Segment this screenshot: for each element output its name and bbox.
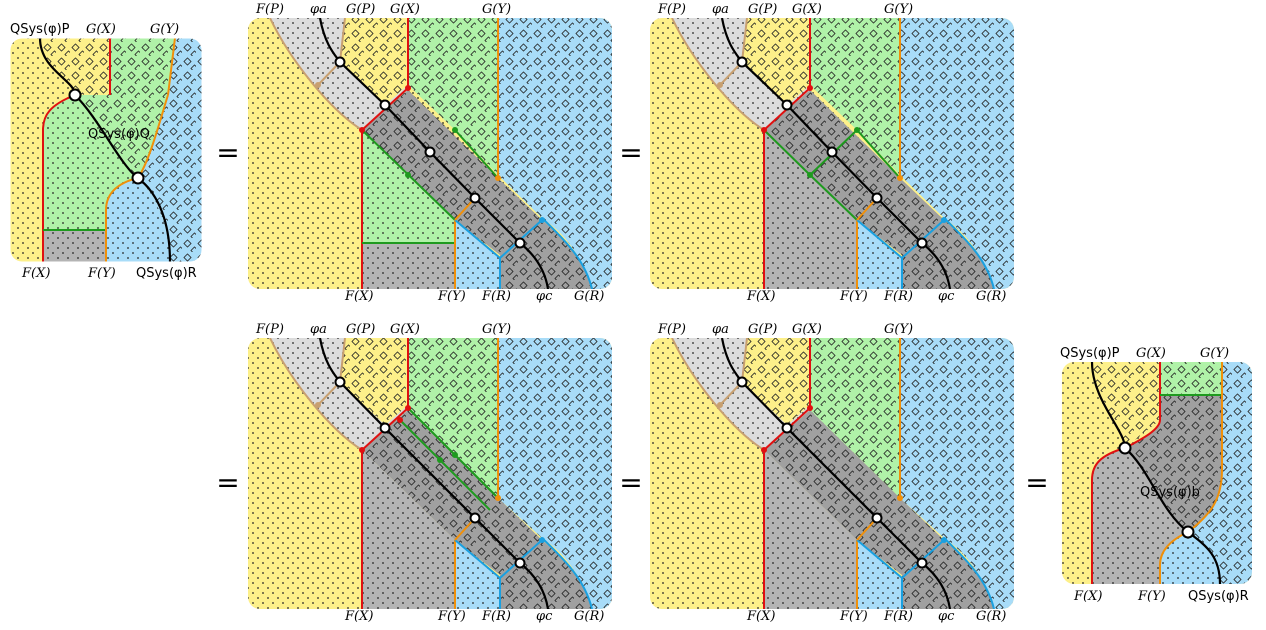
label-f-p: F(P) <box>255 2 284 17</box>
diagram-panel-4 <box>248 338 612 609</box>
label-f-y: F(Y) <box>87 266 116 281</box>
equals-sign: = <box>216 466 239 499</box>
label-qsys-q: QSys(φ)Q <box>88 127 150 142</box>
label-f-x: F(X) <box>344 609 373 624</box>
label-qsys-p: QSys(φ)P <box>1060 346 1120 361</box>
label-g-r: G(R) <box>976 289 1006 304</box>
diagram-panel-6 <box>1062 362 1252 584</box>
label-qsys-r: QSys(φ)R <box>1188 589 1249 604</box>
label-g-x: G(X) <box>1136 346 1166 361</box>
label-f-x: F(X) <box>344 289 373 304</box>
label-f-p: F(P) <box>255 322 284 337</box>
label-g-x: G(X) <box>86 22 116 37</box>
label-phi-c: φc <box>536 609 553 624</box>
label-f-y: F(Y) <box>1137 589 1166 604</box>
label-g-x: G(X) <box>792 322 822 337</box>
label-phi-c: φc <box>938 609 955 624</box>
label-qsys-r: QSys(φ)R <box>136 266 197 281</box>
label-phi-a: φa <box>310 322 327 337</box>
label-g-r: G(R) <box>574 289 604 304</box>
label-qsys-b: QSys(φ)b <box>1140 485 1200 500</box>
equals-sign: = <box>619 136 642 169</box>
label-g-y: G(Y) <box>1200 346 1229 361</box>
label-f-x: F(X) <box>746 289 775 304</box>
label-phi-a: φa <box>310 2 327 17</box>
label-f-y: F(Y) <box>839 289 868 304</box>
label-f-r: F(R) <box>883 609 913 624</box>
label-f-x: F(X) <box>746 609 775 624</box>
equals-sign: = <box>1025 466 1048 499</box>
label-f-y: F(Y) <box>437 609 466 624</box>
diagram-panel-3 <box>650 18 1014 289</box>
label-g-p: G(P) <box>346 2 375 17</box>
label-f-x: F(X) <box>1073 589 1102 604</box>
label-g-p: G(P) <box>748 322 777 337</box>
label-f-p: F(P) <box>657 2 686 17</box>
label-g-y: G(Y) <box>884 2 913 17</box>
label-g-y: G(Y) <box>150 22 179 37</box>
equals-sign: = <box>216 136 239 169</box>
label-g-r: G(R) <box>976 609 1006 624</box>
label-f-p: F(P) <box>657 322 686 337</box>
equals-sign: = <box>619 466 642 499</box>
label-g-x: G(X) <box>792 2 822 17</box>
label-f-y: F(Y) <box>839 609 868 624</box>
label-g-y: G(Y) <box>482 322 511 337</box>
label-g-x: G(X) <box>390 2 420 17</box>
label-phi-a: φa <box>712 2 729 17</box>
label-phi-a: φa <box>712 322 729 337</box>
label-f-y: F(Y) <box>437 289 466 304</box>
label-g-x: G(X) <box>390 322 420 337</box>
label-phi-c: φc <box>536 289 553 304</box>
diagram-panel-2 <box>248 18 612 289</box>
label-g-y: G(Y) <box>884 322 913 337</box>
diagram-panel-5 <box>650 338 1014 609</box>
label-phi-c: φc <box>938 289 955 304</box>
diagram-panel-1 <box>10 38 202 262</box>
label-f-r: F(R) <box>481 289 511 304</box>
label-g-p: G(P) <box>346 322 375 337</box>
label-f-r: F(R) <box>883 289 913 304</box>
label-g-p: G(P) <box>748 2 777 17</box>
label-qsys-p: QSys(φ)P <box>10 22 70 37</box>
label-f-x: F(X) <box>21 266 50 281</box>
label-g-y: G(Y) <box>482 2 511 17</box>
label-f-r: F(R) <box>481 609 511 624</box>
label-g-r: G(R) <box>574 609 604 624</box>
